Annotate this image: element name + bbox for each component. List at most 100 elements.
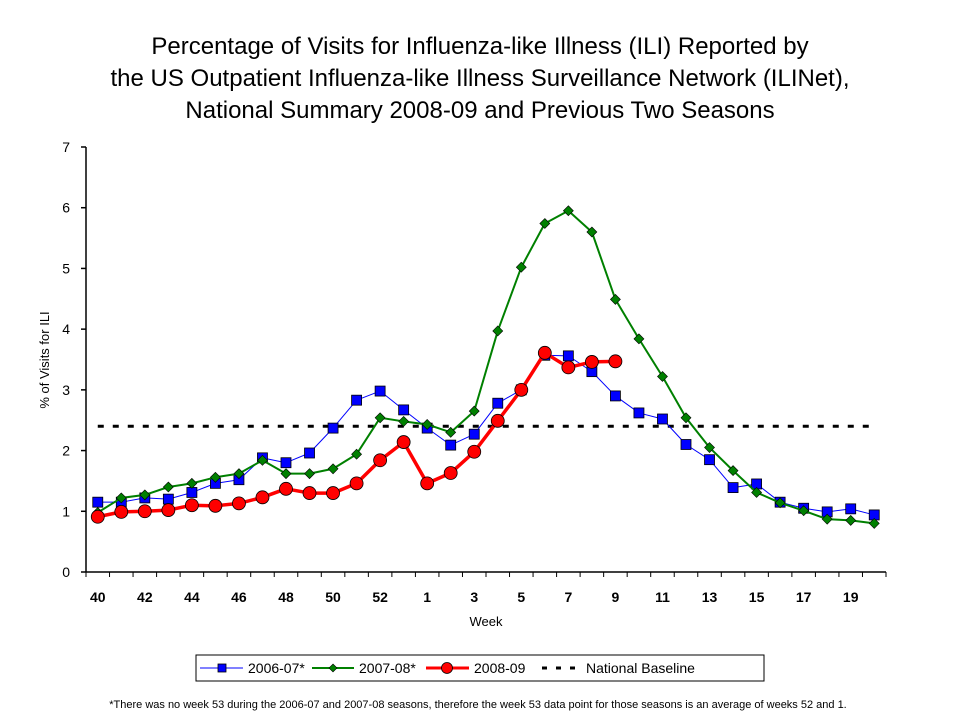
data-point (302, 486, 317, 500)
data-point (137, 504, 152, 519)
data-point (657, 413, 668, 425)
data-point (115, 492, 127, 504)
x-tick-label: 1 (423, 589, 431, 605)
footnote: *There was no week 53 during the 2006-07… (109, 699, 847, 711)
legend-item-2006-07: 2006-07* (200, 660, 305, 676)
data-point (561, 360, 576, 375)
data-point (633, 407, 645, 419)
chart-title: Percentage of Visits for Influenza-like … (111, 33, 850, 124)
x-axis: 40 42 44 46 48 50 52 1 3 5 7 9 11 13 15 17 19 (85, 571, 887, 605)
data-point (468, 405, 480, 417)
data-point (562, 205, 574, 217)
series-line (97, 209, 875, 525)
data-point (162, 493, 174, 505)
data-point (114, 504, 129, 519)
data-point (704, 442, 715, 453)
x-tick-label: 44 (184, 589, 200, 605)
data-point (327, 422, 339, 434)
square-marker-icon (217, 663, 227, 673)
data-point (398, 416, 410, 427)
x-tick-label: 3 (470, 589, 478, 605)
data-point (680, 412, 692, 424)
data-point (92, 496, 104, 508)
data-point (609, 293, 621, 305)
y-tick-label: 5 (62, 260, 70, 276)
y-tick-label: 3 (62, 382, 70, 398)
legend-label-2007-08: 2007-08* (359, 660, 416, 676)
series-group (90, 205, 880, 529)
data-point (90, 509, 105, 524)
data-point (537, 345, 552, 360)
y-axis-label: % of Visits for ILI (37, 311, 52, 408)
x-tick-label: 50 (325, 589, 341, 605)
y-tick-label: 1 (62, 503, 70, 519)
x-tick-label: 40 (90, 589, 106, 605)
legend-box (195, 654, 765, 682)
data-point (232, 496, 246, 511)
data-point (186, 487, 198, 498)
data-point (751, 487, 763, 498)
data-point (304, 447, 315, 459)
x-tick-label: 52 (372, 589, 388, 605)
x-tick-label: 48 (278, 589, 294, 605)
data-point (374, 412, 386, 424)
y-tick-label: 6 (62, 200, 70, 216)
x-tick-label: 46 (231, 589, 247, 605)
data-point (562, 350, 574, 362)
legend: 2006-07* 2007-08* 2008-09 National Basel… (195, 654, 765, 682)
y-tick-label: 7 (62, 139, 70, 155)
data-point (351, 394, 362, 406)
circle-marker-icon (441, 662, 453, 674)
data-point (420, 476, 435, 491)
x-tick-label: 17 (796, 589, 812, 605)
data-point (868, 518, 880, 529)
chart-title-line-1: Percentage of Visits for Influenza-like … (151, 33, 808, 60)
series-line (97, 354, 875, 516)
data-point (186, 477, 198, 489)
data-point (704, 454, 715, 466)
data-point (845, 503, 857, 515)
data-point (398, 404, 410, 416)
x-tick-label: 15 (749, 589, 765, 605)
data-point (280, 468, 292, 480)
x-tick-label: 42 (137, 589, 153, 605)
data-point (467, 444, 482, 459)
data-point (279, 481, 293, 496)
x-axis-label: Week (470, 614, 503, 629)
data-point (468, 428, 480, 440)
legend-item-national-baseline: National Baseline (542, 660, 695, 676)
data-point (774, 497, 786, 509)
data-point (608, 354, 623, 369)
series-2008-09 (90, 345, 623, 524)
data-point (280, 457, 292, 469)
x-tick-label: 19 (843, 589, 859, 605)
data-point (304, 468, 315, 480)
data-point (492, 397, 504, 409)
data-point (633, 333, 645, 345)
series-2007-08 (92, 205, 880, 529)
data-point (445, 439, 457, 451)
data-point (657, 371, 668, 382)
y-tick-label: 4 (62, 321, 70, 337)
y-tick-label: 0 (62, 564, 70, 580)
data-point (374, 385, 386, 397)
data-point (161, 503, 176, 517)
data-point (539, 218, 551, 229)
chart-title-line-3: National Summary 2008-09 and Previous Tw… (185, 97, 774, 124)
data-point (490, 413, 505, 428)
data-point (421, 419, 433, 430)
y-tick-label: 2 (62, 443, 70, 459)
data-point (257, 454, 268, 466)
x-tick-label: 7 (564, 589, 572, 605)
data-point (727, 482, 739, 494)
legend-item-2008-09: 2008-09 (426, 660, 526, 676)
data-point (727, 465, 739, 477)
data-point (327, 463, 339, 475)
data-point (845, 514, 857, 526)
data-point (798, 505, 810, 517)
data-point (162, 481, 174, 493)
legend-item-2007-08: 2007-08* (312, 660, 416, 676)
data-point (445, 426, 457, 438)
data-point (184, 498, 199, 513)
data-point (396, 435, 411, 449)
